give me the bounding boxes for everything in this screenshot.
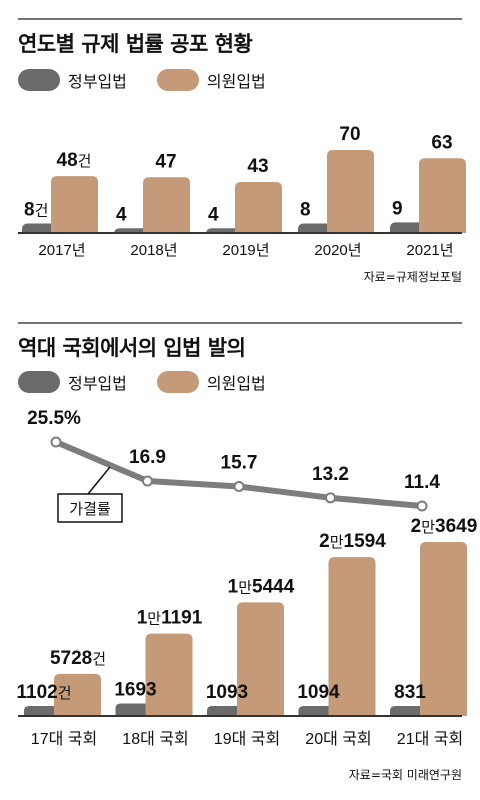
bottom-chart-section: 역대 국회에서의 입법 발의 정부입법 의원입법 25.5% 16.9 15.7 13… xyxy=(16,322,477,792)
bottom-divider xyxy=(18,322,462,324)
legend-assembly-swatch xyxy=(156,371,199,393)
pass-rate-point xyxy=(50,436,62,448)
government-value-label: 1094 xyxy=(297,682,340,703)
category-label: 19대 국회 xyxy=(214,730,280,748)
bottom-legend: 정부입법 의원입법 xyxy=(18,370,296,394)
assembly-value-label: 1만5444 xyxy=(228,576,295,597)
category-label: 18대 국회 xyxy=(122,730,188,748)
top-source: 자료=규제정보포털 xyxy=(363,270,462,284)
assembly-bar xyxy=(143,177,190,233)
pass-rate-label: 11.4 xyxy=(404,472,440,493)
government-value-label: 1693 xyxy=(114,680,156,701)
government-bar xyxy=(390,706,428,716)
government-value-label: 4 xyxy=(116,204,127,225)
pass-rate-label: 16.9 xyxy=(129,447,166,468)
legend-government-swatch xyxy=(18,69,60,91)
legend-assembly-label: 의원입법 xyxy=(206,374,266,393)
assembly-value-label: 47 xyxy=(155,151,176,172)
assembly-value-label: 48건 xyxy=(57,150,92,171)
category-label: 21대 국회 xyxy=(397,730,463,748)
category-label: 2020년 xyxy=(314,242,361,259)
top-chart-section: 연도별 규제 법률 공포 현황 정부입법 의원입법 8건 48건 2017년 4 47 2… xyxy=(18,18,466,286)
category-label: 20대 국회 xyxy=(305,730,371,748)
government-bar xyxy=(298,223,336,233)
bottom-chart-title: 역대 국회에서의 입법 발의 xyxy=(18,336,246,360)
assembly-value-label: 43 xyxy=(247,156,268,177)
government-value-label: 1102건 xyxy=(16,682,71,703)
pass-rate-label: 13.2 xyxy=(312,464,349,485)
category-label: 2018년 xyxy=(130,242,177,259)
government-value-label: 1093 xyxy=(206,682,248,703)
callout-box xyxy=(57,493,123,523)
government-value-label: 4 xyxy=(208,204,219,225)
government-bar xyxy=(22,223,60,233)
assembly-bar xyxy=(237,602,284,716)
callout-label: 가결률 xyxy=(69,501,111,518)
assembly-value-label: 2만3649 xyxy=(411,516,478,537)
assembly-value-label: 63 xyxy=(431,132,452,153)
government-bar xyxy=(115,703,154,716)
legend-government-swatch xyxy=(18,371,60,393)
legend-government-label: 정부입법 xyxy=(68,374,127,393)
legend-assembly-label: 의원입법 xyxy=(206,72,266,91)
assembly-bar xyxy=(235,182,282,233)
category-label: 17대 국회 xyxy=(31,730,97,748)
assembly-bar xyxy=(51,176,98,233)
legend-government-label: 정부입법 xyxy=(68,72,127,91)
assembly-bar xyxy=(54,673,101,716)
assembly-bar xyxy=(419,158,466,233)
top-bar-chart: 8건48건2017년4472018년4432019년8702020년963202… xyxy=(18,124,466,259)
pass-rate-point xyxy=(416,500,428,512)
assembly-value-label: 5728건 xyxy=(50,648,106,669)
pass-rate-label: 25.5% xyxy=(27,408,81,429)
assembly-bar xyxy=(328,557,376,716)
pass-rate-point xyxy=(142,475,153,487)
category-label: 2019년 xyxy=(222,242,269,259)
assembly-value-label: 70 xyxy=(339,124,360,145)
assembly-bar xyxy=(420,542,467,716)
government-bar xyxy=(207,706,245,716)
callout-pointer xyxy=(87,466,111,495)
pass-rate-point xyxy=(325,492,336,504)
government-value-label: 8 xyxy=(300,200,311,221)
government-bar xyxy=(24,706,62,716)
government-value-label: 831 xyxy=(394,682,426,703)
government-bar xyxy=(390,222,428,233)
category-label: 2021년 xyxy=(406,242,453,259)
assembly-value-label: 2만1594 xyxy=(319,531,386,552)
assembly-bar xyxy=(145,633,193,716)
pass-rate-label: 15.7 xyxy=(221,452,258,473)
top-chart-title: 연도별 규제 법률 공포 현황 xyxy=(18,32,253,56)
government-value-label: 9 xyxy=(392,198,403,219)
pass-rate-point xyxy=(233,480,245,492)
bottom-source: 자료=국회 미래연구원 xyxy=(348,768,462,782)
bottom-charts: 25.5% 16.9 15.7 13.2 11.4 가결률 1102건 5728건 17대 국회… xyxy=(16,408,477,748)
category-label: 2017년 xyxy=(38,242,85,259)
legend-assembly-swatch xyxy=(156,69,199,91)
top-legend: 정부입법 의원입법 xyxy=(18,68,296,92)
top-divider xyxy=(18,18,462,20)
assembly-bar xyxy=(327,150,374,233)
government-value-label: 8건 xyxy=(24,200,48,221)
government-bar xyxy=(298,706,337,716)
assembly-value-label: 1만1191 xyxy=(137,608,203,629)
